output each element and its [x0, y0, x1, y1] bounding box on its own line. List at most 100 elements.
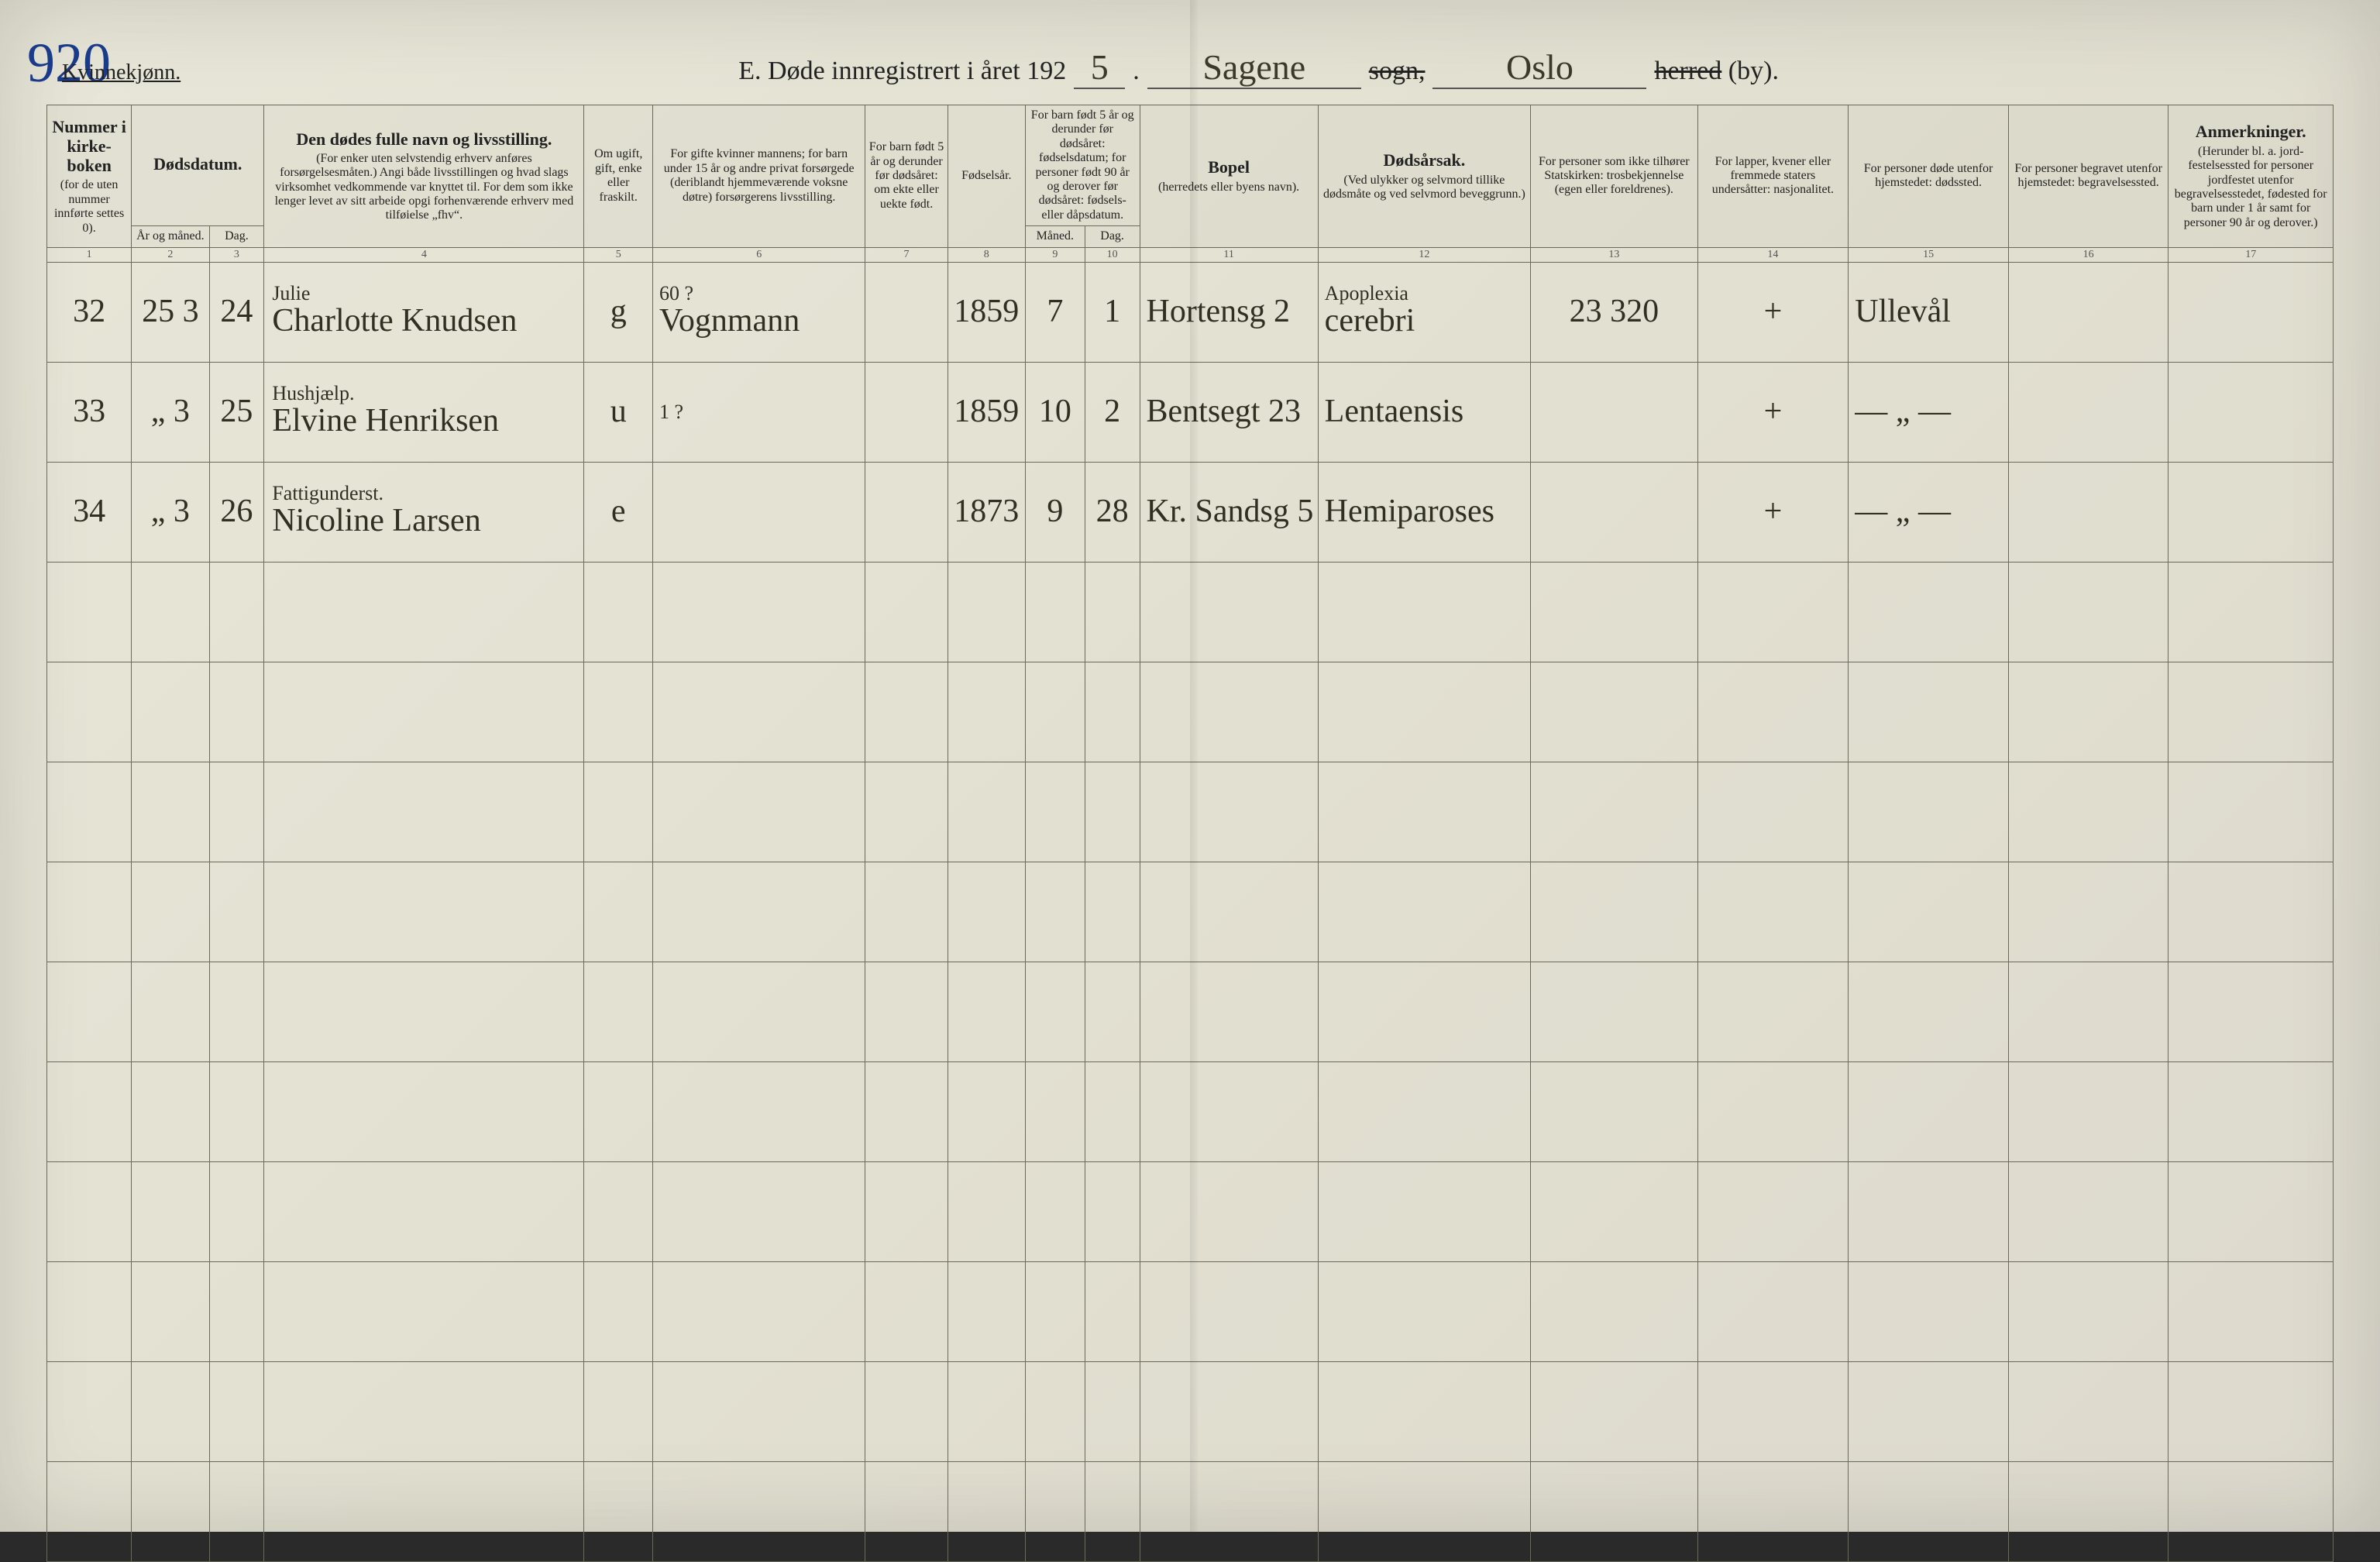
cell-blank	[652, 1461, 865, 1561]
cell-blank	[264, 662, 584, 762]
colnum: 5	[584, 247, 653, 262]
cell-blank	[209, 1261, 264, 1361]
cell-blank	[948, 862, 1025, 962]
district-field: Oslo	[1432, 46, 1646, 89]
table-row	[47, 1161, 2334, 1261]
hdr-col13: For personer som ikke tilhører Statskirk…	[1531, 105, 1697, 248]
cell-provider: 60 ?Vognmann	[652, 262, 865, 362]
cell-blank	[1318, 1061, 1530, 1161]
cell-blank	[2168, 962, 2334, 1061]
cell-blank	[948, 1461, 1025, 1561]
cell-residence: Bentsegt 23	[1140, 362, 1318, 462]
cell-blank	[1025, 1061, 1085, 1161]
cell-blank	[209, 962, 264, 1061]
cell-residence: Hortensg 2	[1140, 262, 1318, 362]
cell-c15: — „ —	[1849, 462, 2009, 562]
colnum: 4	[264, 247, 584, 262]
cell-blank	[652, 1361, 865, 1461]
cell-blank	[47, 1261, 132, 1361]
cell-blank	[1025, 662, 1085, 762]
hdr-col8: Fødsels­år.	[948, 105, 1025, 248]
cell-blank	[209, 1361, 264, 1461]
gender-label: Kvinnekjønn.	[62, 60, 181, 85]
cell-blank	[652, 962, 865, 1061]
cell-blank	[2168, 1361, 2334, 1461]
cell-blank	[652, 1061, 865, 1161]
cell-blank	[865, 762, 948, 862]
table-header: Nummer i kirke­boken (for de uten nummer…	[47, 105, 2334, 263]
cell-bd: 2	[1085, 362, 1140, 462]
cell-blank	[1085, 1361, 1140, 1461]
cell-blank	[1085, 562, 1140, 662]
cell-blank	[652, 862, 865, 962]
cell-c14: +	[1697, 462, 1849, 562]
cell-blank	[2168, 862, 2334, 962]
cell-blank	[2008, 962, 2168, 1061]
cell-blank	[865, 862, 948, 962]
hdr-col12: Dødsårsak. (Ved ulykker og selv­mord til…	[1318, 105, 1530, 248]
cell-blank	[47, 562, 132, 662]
colnum: 12	[1318, 247, 1530, 262]
hdr-col7: For barn født 5 år og derunder før døds­…	[865, 105, 948, 248]
cell-blank	[652, 662, 865, 762]
cell-blank	[1849, 962, 2009, 1061]
cell-blank	[47, 1361, 132, 1461]
cell-blank	[1140, 1261, 1318, 1361]
cell-cause: Hemiparoses	[1318, 462, 1530, 562]
colnum: 1	[47, 247, 132, 262]
cell-blank	[132, 962, 209, 1061]
cell-blank	[1531, 1461, 1697, 1561]
cell-blank	[1085, 862, 1140, 962]
cell-blank	[47, 962, 132, 1061]
table-body: 3225 324JulieCharlotte Knudseng60 ?Vognm…	[47, 262, 2334, 1561]
cell-blank	[264, 962, 584, 1061]
cell-blank	[2008, 1261, 2168, 1361]
cell-c15: Ullevål	[1849, 262, 2009, 362]
cell-blank	[584, 862, 653, 962]
cell-blank	[132, 662, 209, 762]
cell-blank	[2008, 562, 2168, 662]
cell-blank	[865, 1361, 948, 1461]
cell-c14: +	[1697, 362, 1849, 462]
title-block: E. Døde innregistrert i året 1925. Sagen…	[199, 46, 2318, 89]
cell-provider: 1 ?	[652, 362, 865, 462]
cell-blank	[1085, 662, 1140, 762]
cell-blank	[264, 762, 584, 862]
cell-blank	[584, 662, 653, 762]
cell-blank	[948, 762, 1025, 862]
cell-day: 26	[209, 462, 264, 562]
cell-blank	[1318, 862, 1530, 962]
hdr-col1: Nummer i kirke­boken (for de uten nummer…	[47, 105, 132, 248]
cell-blank	[948, 562, 1025, 662]
cell-blank	[948, 1061, 1025, 1161]
cell-blank	[264, 1461, 584, 1561]
cell-bm: 10	[1025, 362, 1085, 462]
cell-blank	[1025, 762, 1085, 862]
cell-blank	[1085, 1261, 1140, 1361]
cell-blank	[1085, 1161, 1140, 1261]
cell-blank	[1697, 962, 1849, 1061]
table-row	[47, 862, 2334, 962]
cell-blank	[1849, 1161, 2009, 1261]
cell-c7	[865, 362, 948, 462]
table-row	[47, 1061, 2334, 1161]
cell-ym: 25 3	[132, 262, 209, 362]
cell-blank	[2008, 762, 2168, 862]
colnum: 7	[865, 247, 948, 262]
cell-blank	[1531, 662, 1697, 762]
table-row	[47, 562, 2334, 662]
cell-blank	[1849, 562, 2009, 662]
cell-blank	[47, 762, 132, 862]
cell-blank	[132, 1161, 209, 1261]
cell-blank	[47, 662, 132, 762]
cell-blank	[132, 1461, 209, 1561]
cell-blank	[1025, 1161, 1085, 1261]
cell-blank	[1025, 1361, 1085, 1461]
cell-blank	[1085, 762, 1140, 862]
cell-blank	[1849, 662, 2009, 762]
colnum: 11	[1140, 247, 1318, 262]
cell-blank	[1849, 1461, 2009, 1561]
cell-provider	[652, 462, 865, 562]
cell-c17	[2168, 462, 2334, 562]
cell-bd: 1	[1085, 262, 1140, 362]
